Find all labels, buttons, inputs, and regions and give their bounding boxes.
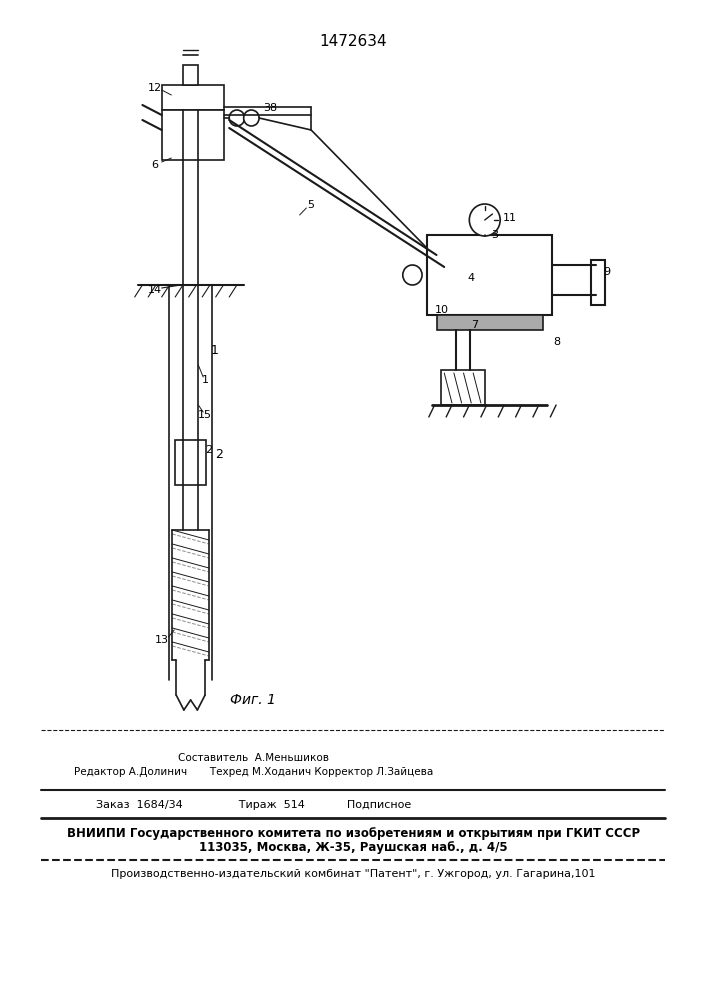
Bar <box>591 260 605 305</box>
Text: Заказ  1684/34                Тираж  514            Подписное: Заказ 1684/34 Тираж 514 Подписное <box>95 800 411 810</box>
Text: 38: 38 <box>264 103 278 113</box>
Text: 14: 14 <box>148 285 162 295</box>
Circle shape <box>403 265 422 285</box>
Text: 2: 2 <box>205 445 213 455</box>
Text: 12: 12 <box>148 83 162 93</box>
Bar <box>175 440 206 485</box>
Text: 113035, Москва, Ж-35, Раушская наб., д. 4/5: 113035, Москва, Ж-35, Раушская наб., д. … <box>199 840 508 854</box>
Circle shape <box>244 110 259 126</box>
Text: ВНИИПИ Государственного комитета по изобретениям и открытиям при ГКИТ СССР: ВНИИПИ Государственного комитета по изоб… <box>67 826 640 840</box>
Text: 15: 15 <box>198 410 212 420</box>
Text: 4: 4 <box>468 273 475 283</box>
Text: 6: 6 <box>151 160 158 170</box>
Bar <box>441 370 485 405</box>
Bar <box>162 110 224 160</box>
Text: 1: 1 <box>211 344 218 357</box>
Text: Производственно-издательский комбинат "Патент", г. Ужгород, ул. Гагарина,101: Производственно-издательский комбинат "П… <box>111 869 596 879</box>
Text: Редактор А.Долинич       Техред М.Ходанич Корректор Л.Зайцева: Редактор А.Долинич Техред М.Ходанич Корр… <box>74 767 433 777</box>
Bar <box>436 315 542 330</box>
Text: 10: 10 <box>436 305 450 315</box>
Text: 5: 5 <box>308 200 315 210</box>
Text: 8: 8 <box>554 337 561 347</box>
Bar <box>427 235 552 315</box>
Bar <box>162 85 224 110</box>
Text: 13: 13 <box>155 635 169 645</box>
Text: 2: 2 <box>216 448 223 462</box>
Bar <box>183 65 199 85</box>
Text: 9: 9 <box>604 267 611 277</box>
Text: 11: 11 <box>503 213 517 223</box>
Circle shape <box>469 204 500 236</box>
Circle shape <box>229 110 245 126</box>
Text: Составитель  А.Меньшиков: Составитель А.Меньшиков <box>177 753 329 763</box>
Text: 3: 3 <box>491 230 498 240</box>
Text: 1: 1 <box>201 375 209 385</box>
Text: 7: 7 <box>472 320 479 330</box>
Text: Фиг. 1: Фиг. 1 <box>230 693 276 707</box>
Text: 1472634: 1472634 <box>320 34 387 49</box>
